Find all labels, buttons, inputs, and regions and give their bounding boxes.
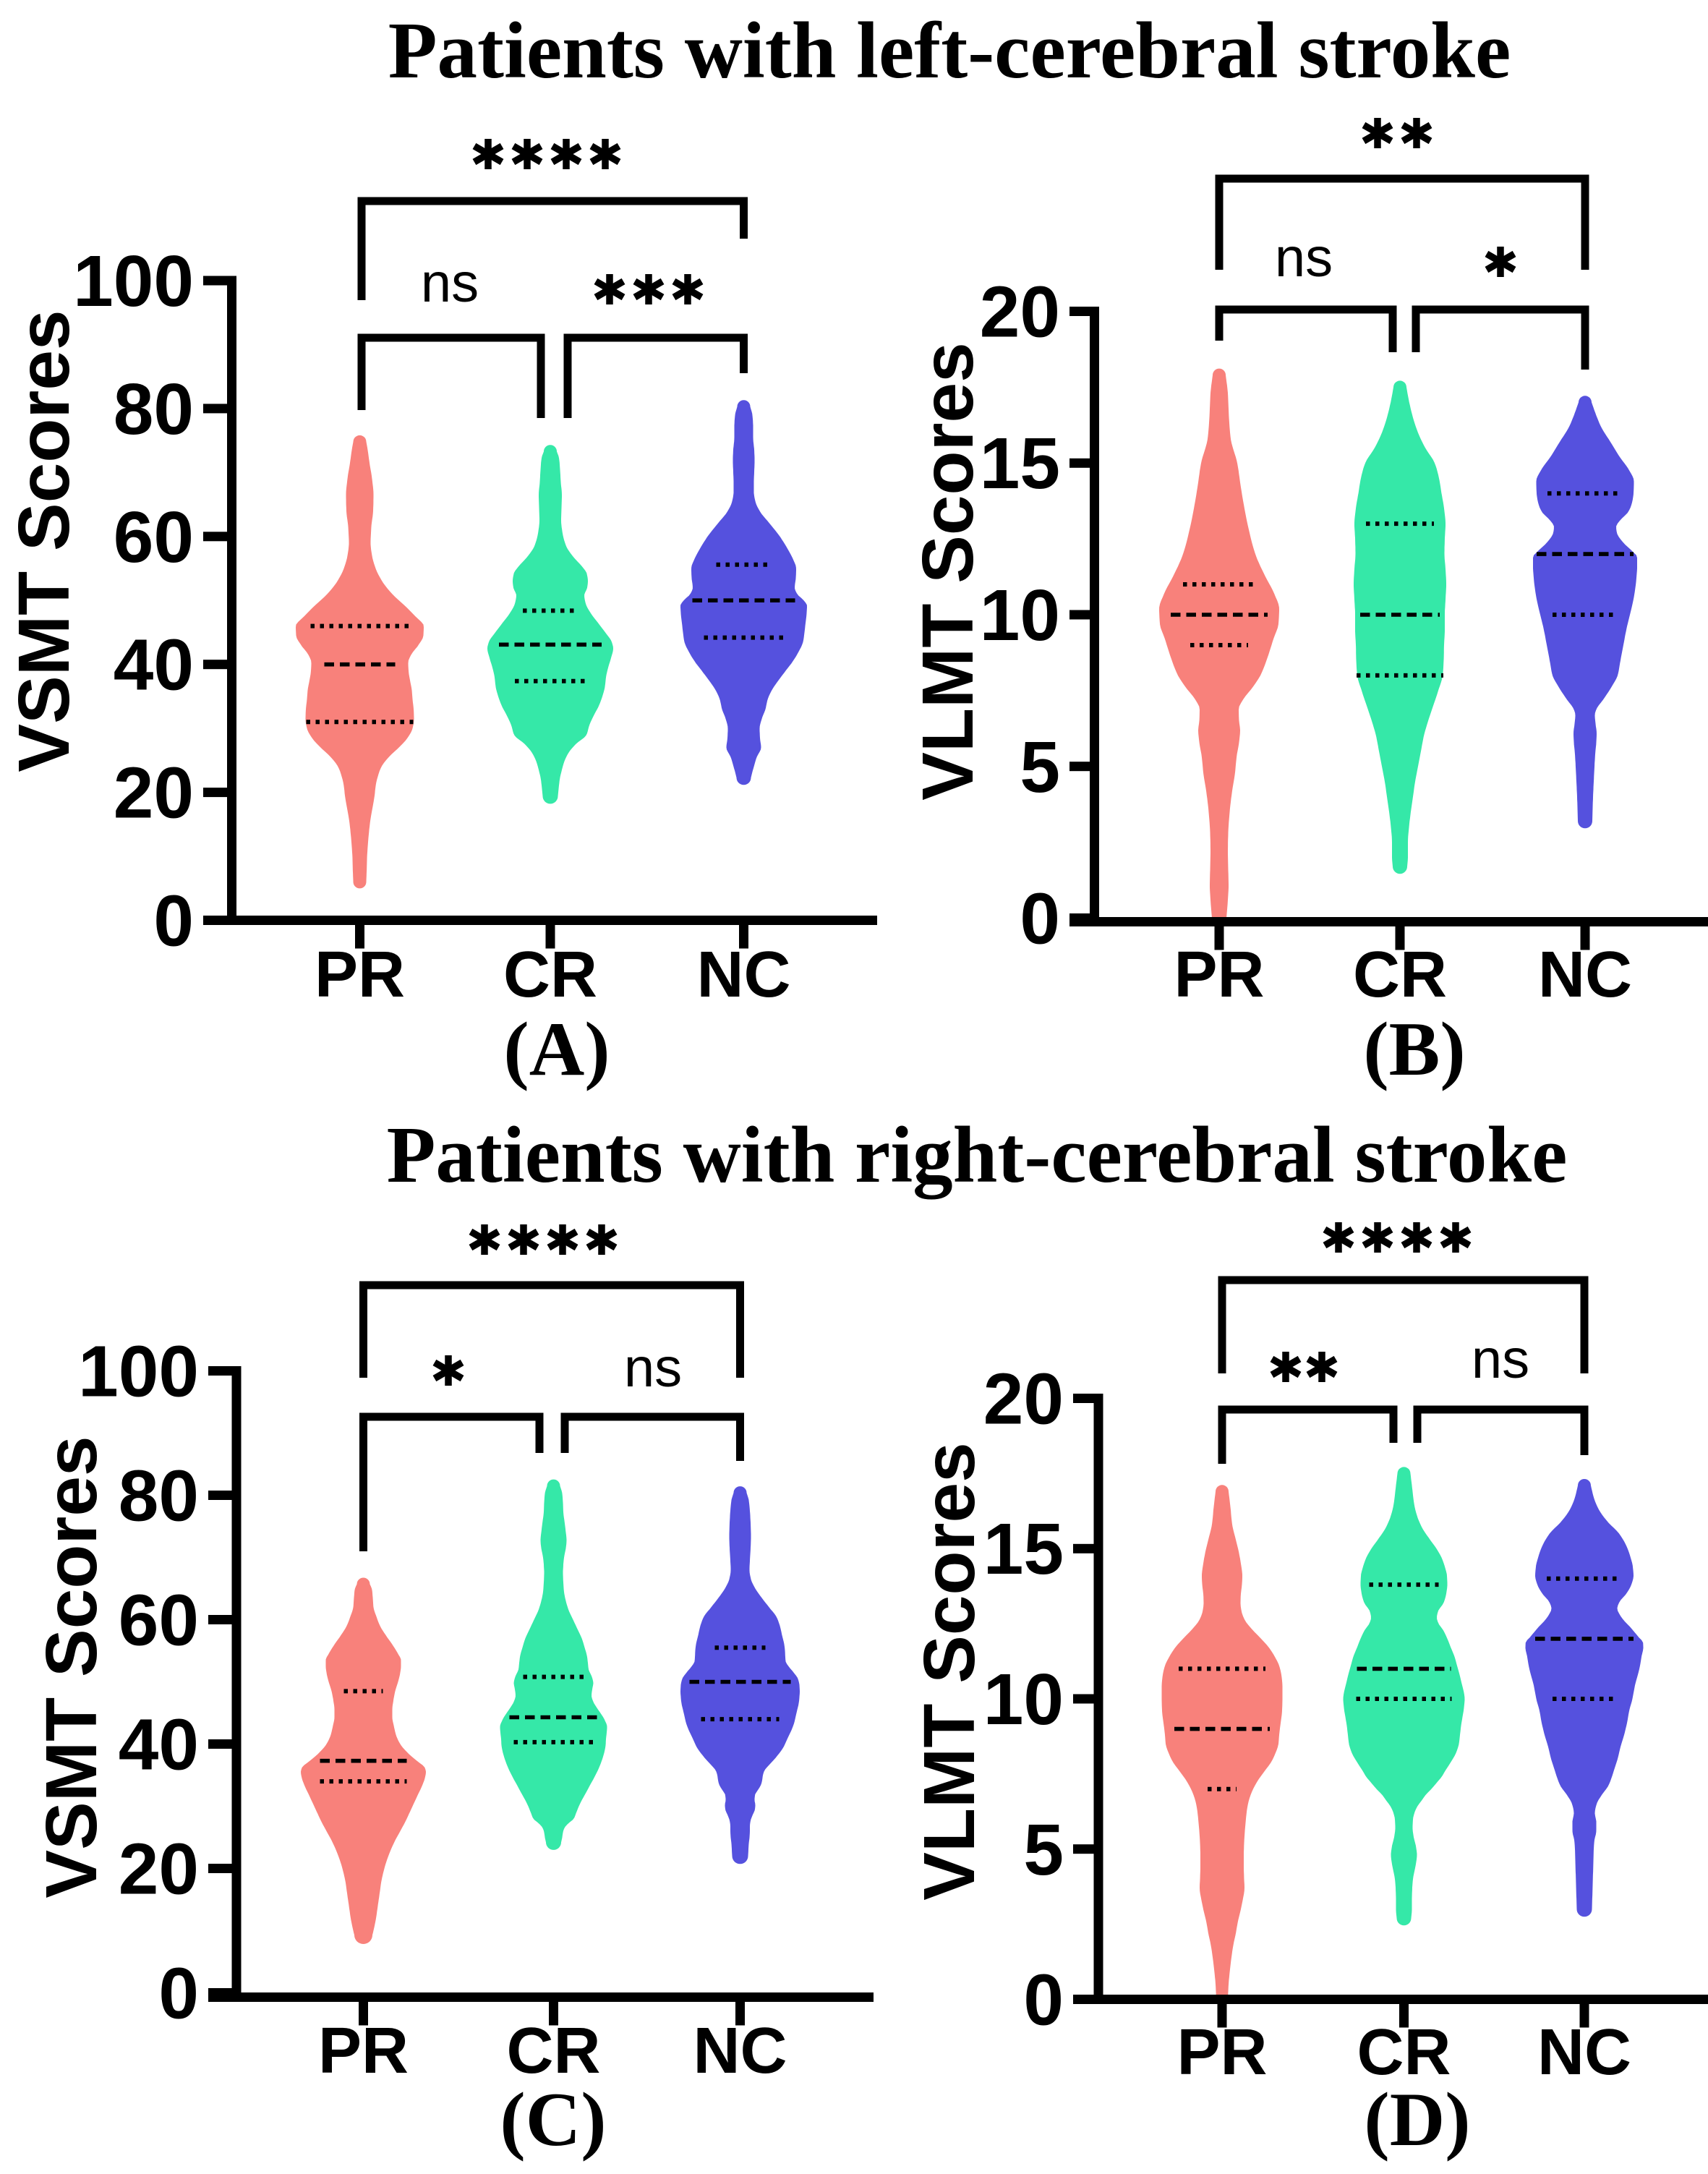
svg-text:100: 100 [73,241,194,322]
svg-text:ns: ns [421,252,479,314]
svg-text:PR: PR [315,939,405,1011]
svg-text:Patients with left-cerebral st: Patients with left-cerebral stroke [388,7,1511,95]
svg-text:80: 80 [119,1456,199,1537]
svg-text:100: 100 [78,1331,199,1412]
svg-text:40: 40 [114,625,194,706]
svg-text:0: 0 [158,1953,199,2034]
svg-text:CR: CR [1353,939,1447,1011]
svg-text:20: 20 [119,1829,199,1910]
svg-text:5: 5 [1023,1809,1064,1890]
svg-text:80: 80 [114,369,194,450]
svg-text:10: 10 [980,575,1060,656]
svg-text:PR: PR [1177,2016,1267,2089]
svg-text:NC: NC [693,2015,787,2087]
svg-text:ns: ns [1275,227,1333,289]
svg-text:Patients with right-cerebral s: Patients with right-cerebral stroke [387,1111,1568,1200]
svg-text:0: 0 [153,881,194,962]
svg-text:15: 15 [983,1509,1064,1590]
svg-text:NC: NC [1537,2016,1631,2089]
svg-text:PR: PR [318,2015,409,2087]
svg-text:20: 20 [114,753,194,834]
svg-text:ns: ns [624,1337,682,1399]
svg-text:CR: CR [1357,2016,1451,2089]
svg-text:40: 40 [119,1705,199,1786]
svg-text:CR: CR [507,2015,601,2087]
svg-text:15: 15 [980,423,1060,504]
svg-text:NC: NC [1538,939,1632,1011]
svg-text:VSMT Scores: VSMT Scores [4,310,85,772]
svg-text:0: 0 [1023,1960,1064,2041]
svg-text:VLMT Scores: VLMT Scores [909,1442,990,1901]
svg-text:VSMT Scores: VSMT Scores [31,1436,112,1898]
svg-text:(C): (C) [500,2077,606,2162]
svg-text:5: 5 [1020,727,1060,808]
svg-text:60: 60 [119,1580,199,1661]
svg-text:0: 0 [1020,879,1060,960]
svg-text:VLMT Scores: VLMT Scores [908,342,988,801]
svg-text:(D): (D) [1364,2077,1470,2162]
svg-text:CR: CR [503,939,597,1011]
svg-text:NC: NC [697,939,791,1011]
svg-text:20: 20 [980,272,1060,353]
svg-text:(B): (B) [1363,1007,1465,1091]
svg-text:PR: PR [1174,939,1264,1011]
svg-text:ns: ns [1472,1329,1529,1390]
svg-text:(A): (A) [503,1007,610,1091]
svg-text:10: 10 [983,1659,1064,1740]
svg-text:60: 60 [114,497,194,578]
svg-text:20: 20 [983,1359,1064,1440]
